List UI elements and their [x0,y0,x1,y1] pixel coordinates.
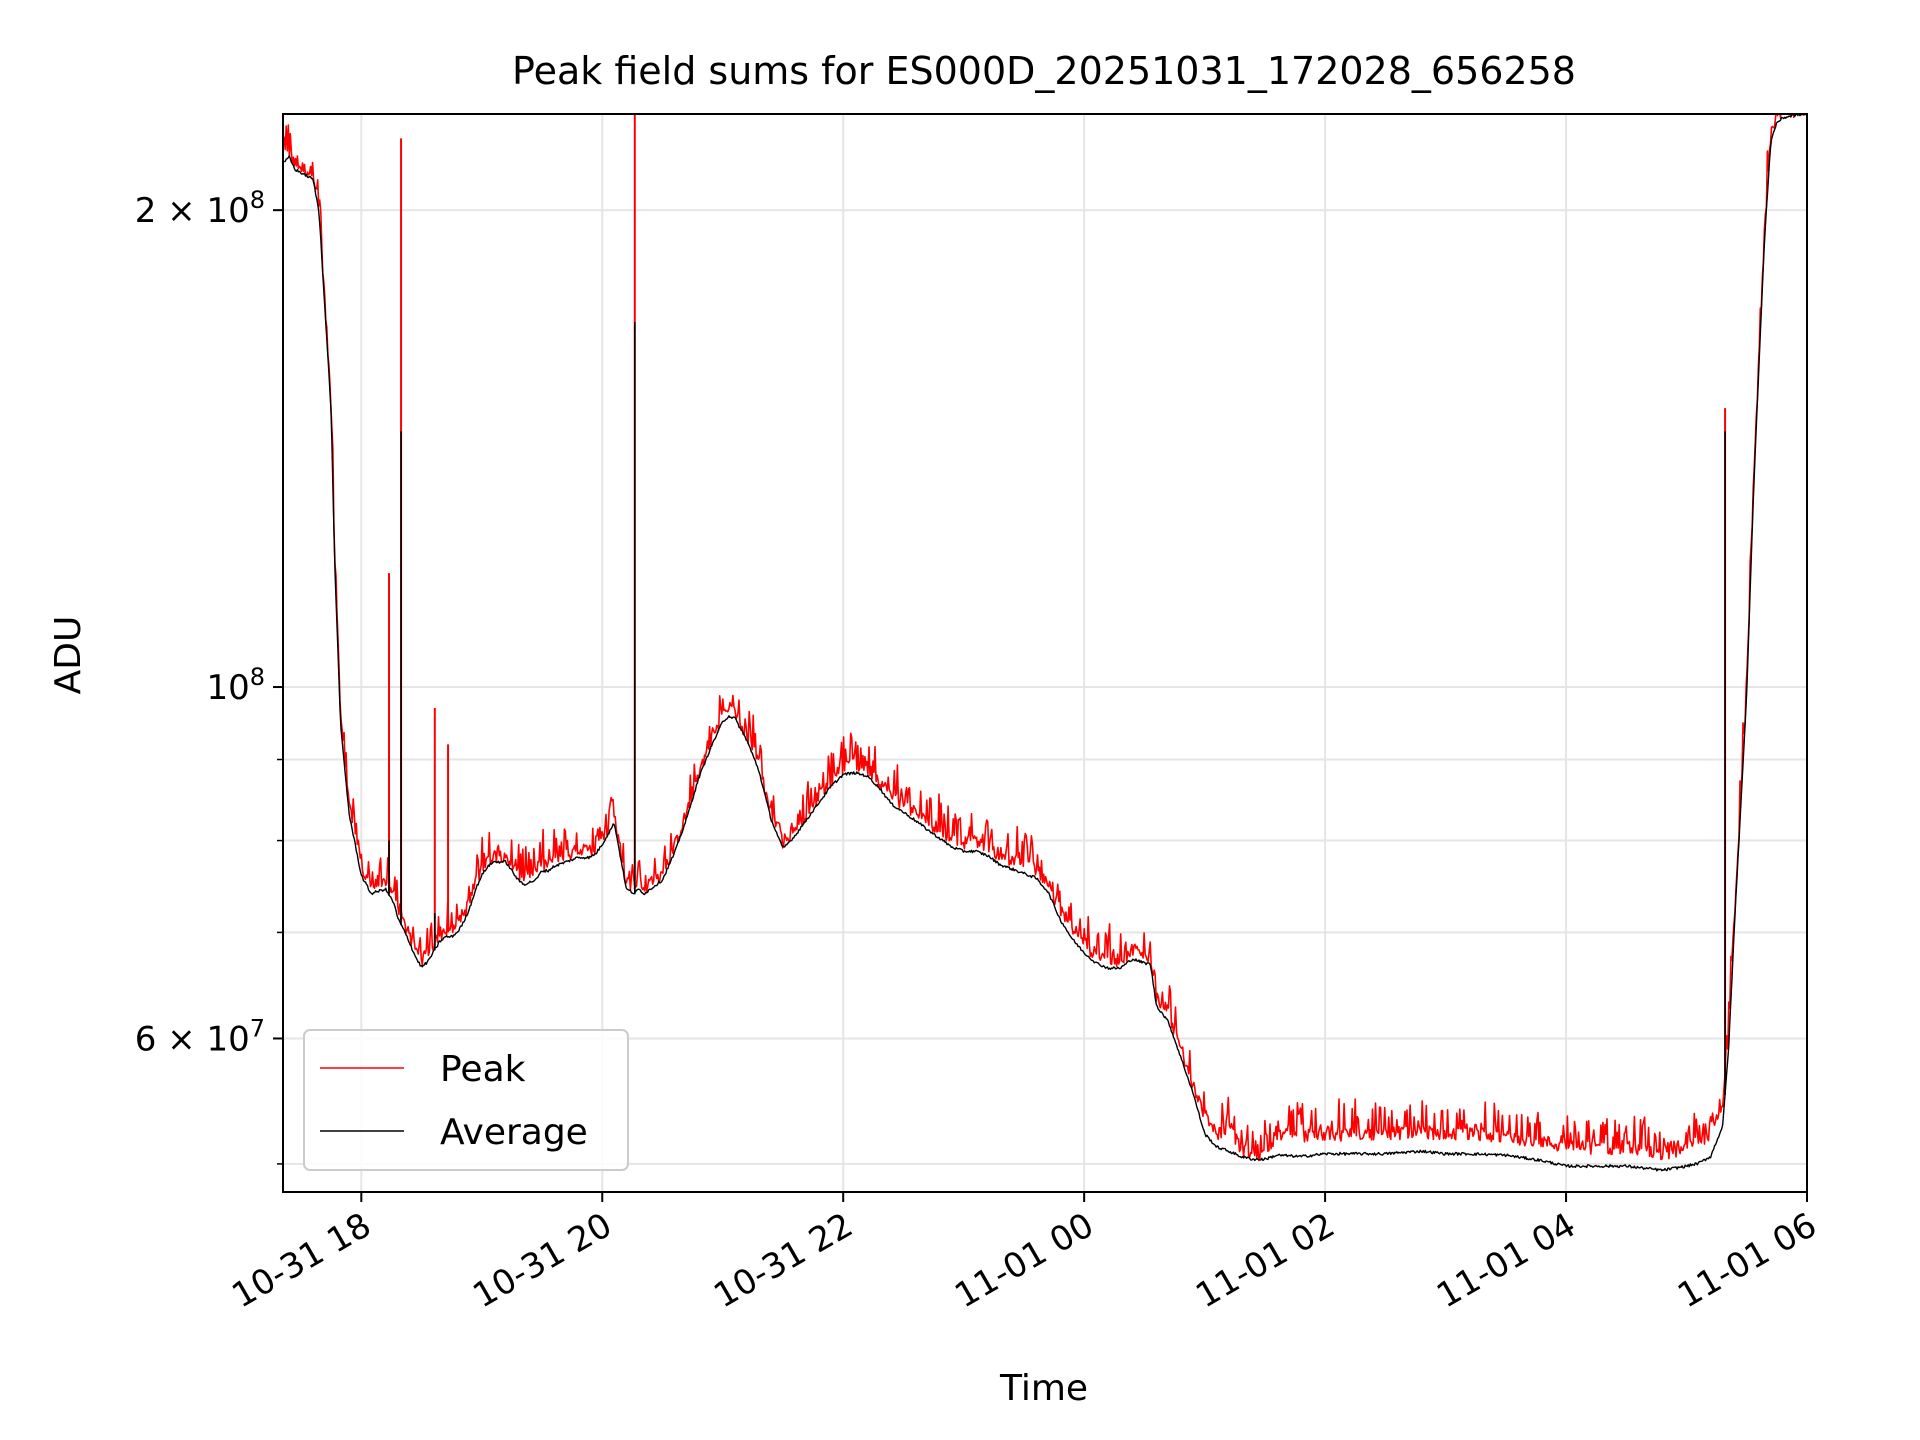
y-tick-label: 108 [206,663,265,708]
series-line-peak [283,114,1805,1162]
legend-average-label: Average [440,1112,588,1153]
plot-area [283,114,1807,1172]
chart-title: Peak field sums for ES000D_20251031_1720… [512,49,1576,93]
plot-frame [282,113,1808,1193]
legend-peak-label: Peak [440,1049,526,1090]
y-axis-ticks: 6 × 107 108 2 × 108 [135,186,283,1165]
legend: Peak Average [303,1029,629,1171]
y-tick-label: 2 × 108 [135,186,265,231]
y-axis-label: ADU [48,616,89,695]
x-axis-label: Time [999,1368,1088,1409]
series-line-average [283,114,1807,1172]
legend-box [303,1029,629,1171]
y-tick-label: 6 × 107 [135,1014,265,1059]
